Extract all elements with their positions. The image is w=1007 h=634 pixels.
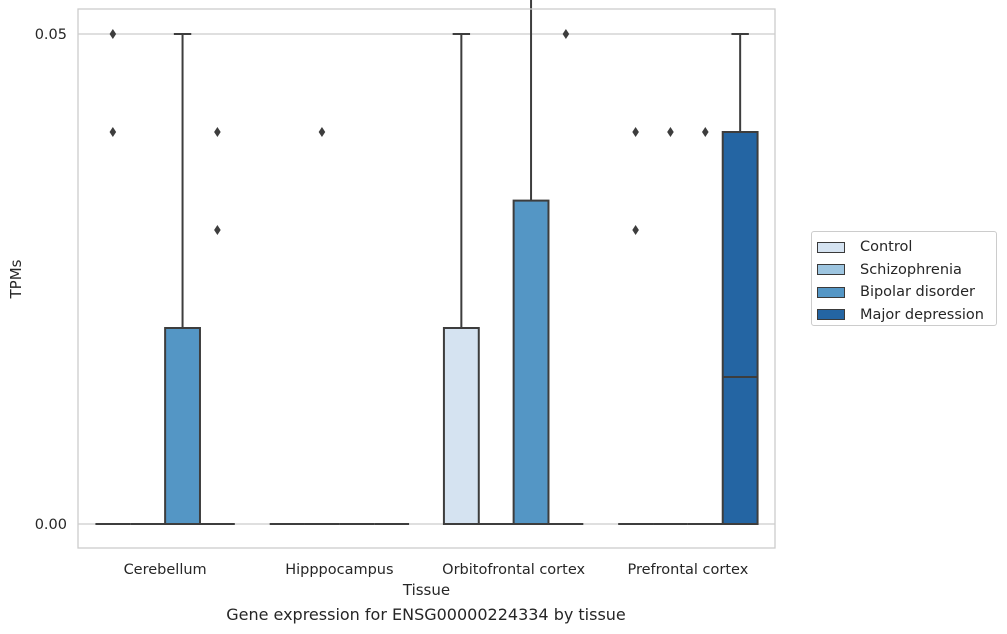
plot-marks (95, 0, 759, 525)
boxplot-chart: 0.000.050.100.150.200.250.300.35 Cerebel… (7, 0, 776, 599)
legend-swatch (817, 241, 845, 253)
x-tick-label: Cerebellum (124, 562, 207, 578)
box-bipolar-disorder (164, 33, 201, 525)
box-schizophrenia (653, 127, 688, 525)
outlier-point (318, 127, 326, 137)
outlier-point (632, 225, 639, 235)
x-tick-label: Hipppocampus (285, 562, 393, 578)
chart-legend: Control Schizophrenia Bipolar disorder Majo… (811, 231, 997, 326)
box (442, 327, 480, 525)
outlier-point (109, 29, 117, 39)
legend-label: Schizophrenia (860, 261, 962, 278)
x-tick-label: Prefrontal cortex (627, 562, 748, 578)
x-tick-label: Orbitofrontal cortex (442, 562, 585, 578)
legend-label: Bipolar disorder (860, 284, 975, 301)
legend-swatch (817, 264, 845, 276)
box-control (618, 127, 654, 525)
legend-swatch (817, 286, 845, 298)
plot-frame (77, 8, 776, 549)
box-bipolar-disorder (512, 0, 550, 525)
box-schizophrenia (130, 523, 166, 525)
legend-item: Schizophrenia (817, 259, 996, 282)
box-major-depression (199, 127, 235, 525)
box (512, 199, 550, 525)
legend-item: Bipolar disorder (817, 281, 996, 304)
outlier-point (632, 127, 639, 137)
outlier-point (109, 127, 117, 137)
box-control (442, 33, 480, 525)
outlier-point (214, 225, 221, 235)
x-axis-label: Tissue (402, 581, 450, 599)
legend-item: Major depression (817, 304, 996, 327)
box-major-depression (548, 29, 584, 525)
y-tick-label: 0.00 (35, 517, 67, 533)
legend-label: Major depression (860, 306, 984, 323)
box-schizophrenia (304, 127, 340, 525)
outlier-point (702, 127, 709, 137)
outlier-point (667, 127, 674, 137)
y-tick-label: 0.05 (35, 27, 67, 43)
y-axis-ticks: 0.000.050.100.150.200.250.300.35 (35, 27, 67, 533)
legend-item: Control (817, 236, 996, 259)
outlier-point (214, 127, 221, 137)
box (721, 131, 759, 525)
box-schizophrenia (478, 523, 514, 525)
x-axis-ticks: Cerebellum Hipppocampus Orbitofrontal cort… (124, 562, 749, 578)
box-bipolar-disorder (687, 127, 723, 525)
y-axis-label: TPMs (7, 259, 25, 299)
box-major-depression (721, 33, 759, 525)
figure-caption: Gene expression for ENSG00000224334 by t… (226, 605, 626, 624)
legend-label: Control (860, 239, 913, 256)
box-major-depression (374, 523, 410, 525)
legend-swatch (817, 309, 845, 321)
outlier-point (562, 29, 570, 39)
box-bipolar-disorder (339, 523, 375, 525)
box-control (95, 29, 131, 525)
box (164, 327, 201, 525)
box-control (269, 523, 305, 525)
